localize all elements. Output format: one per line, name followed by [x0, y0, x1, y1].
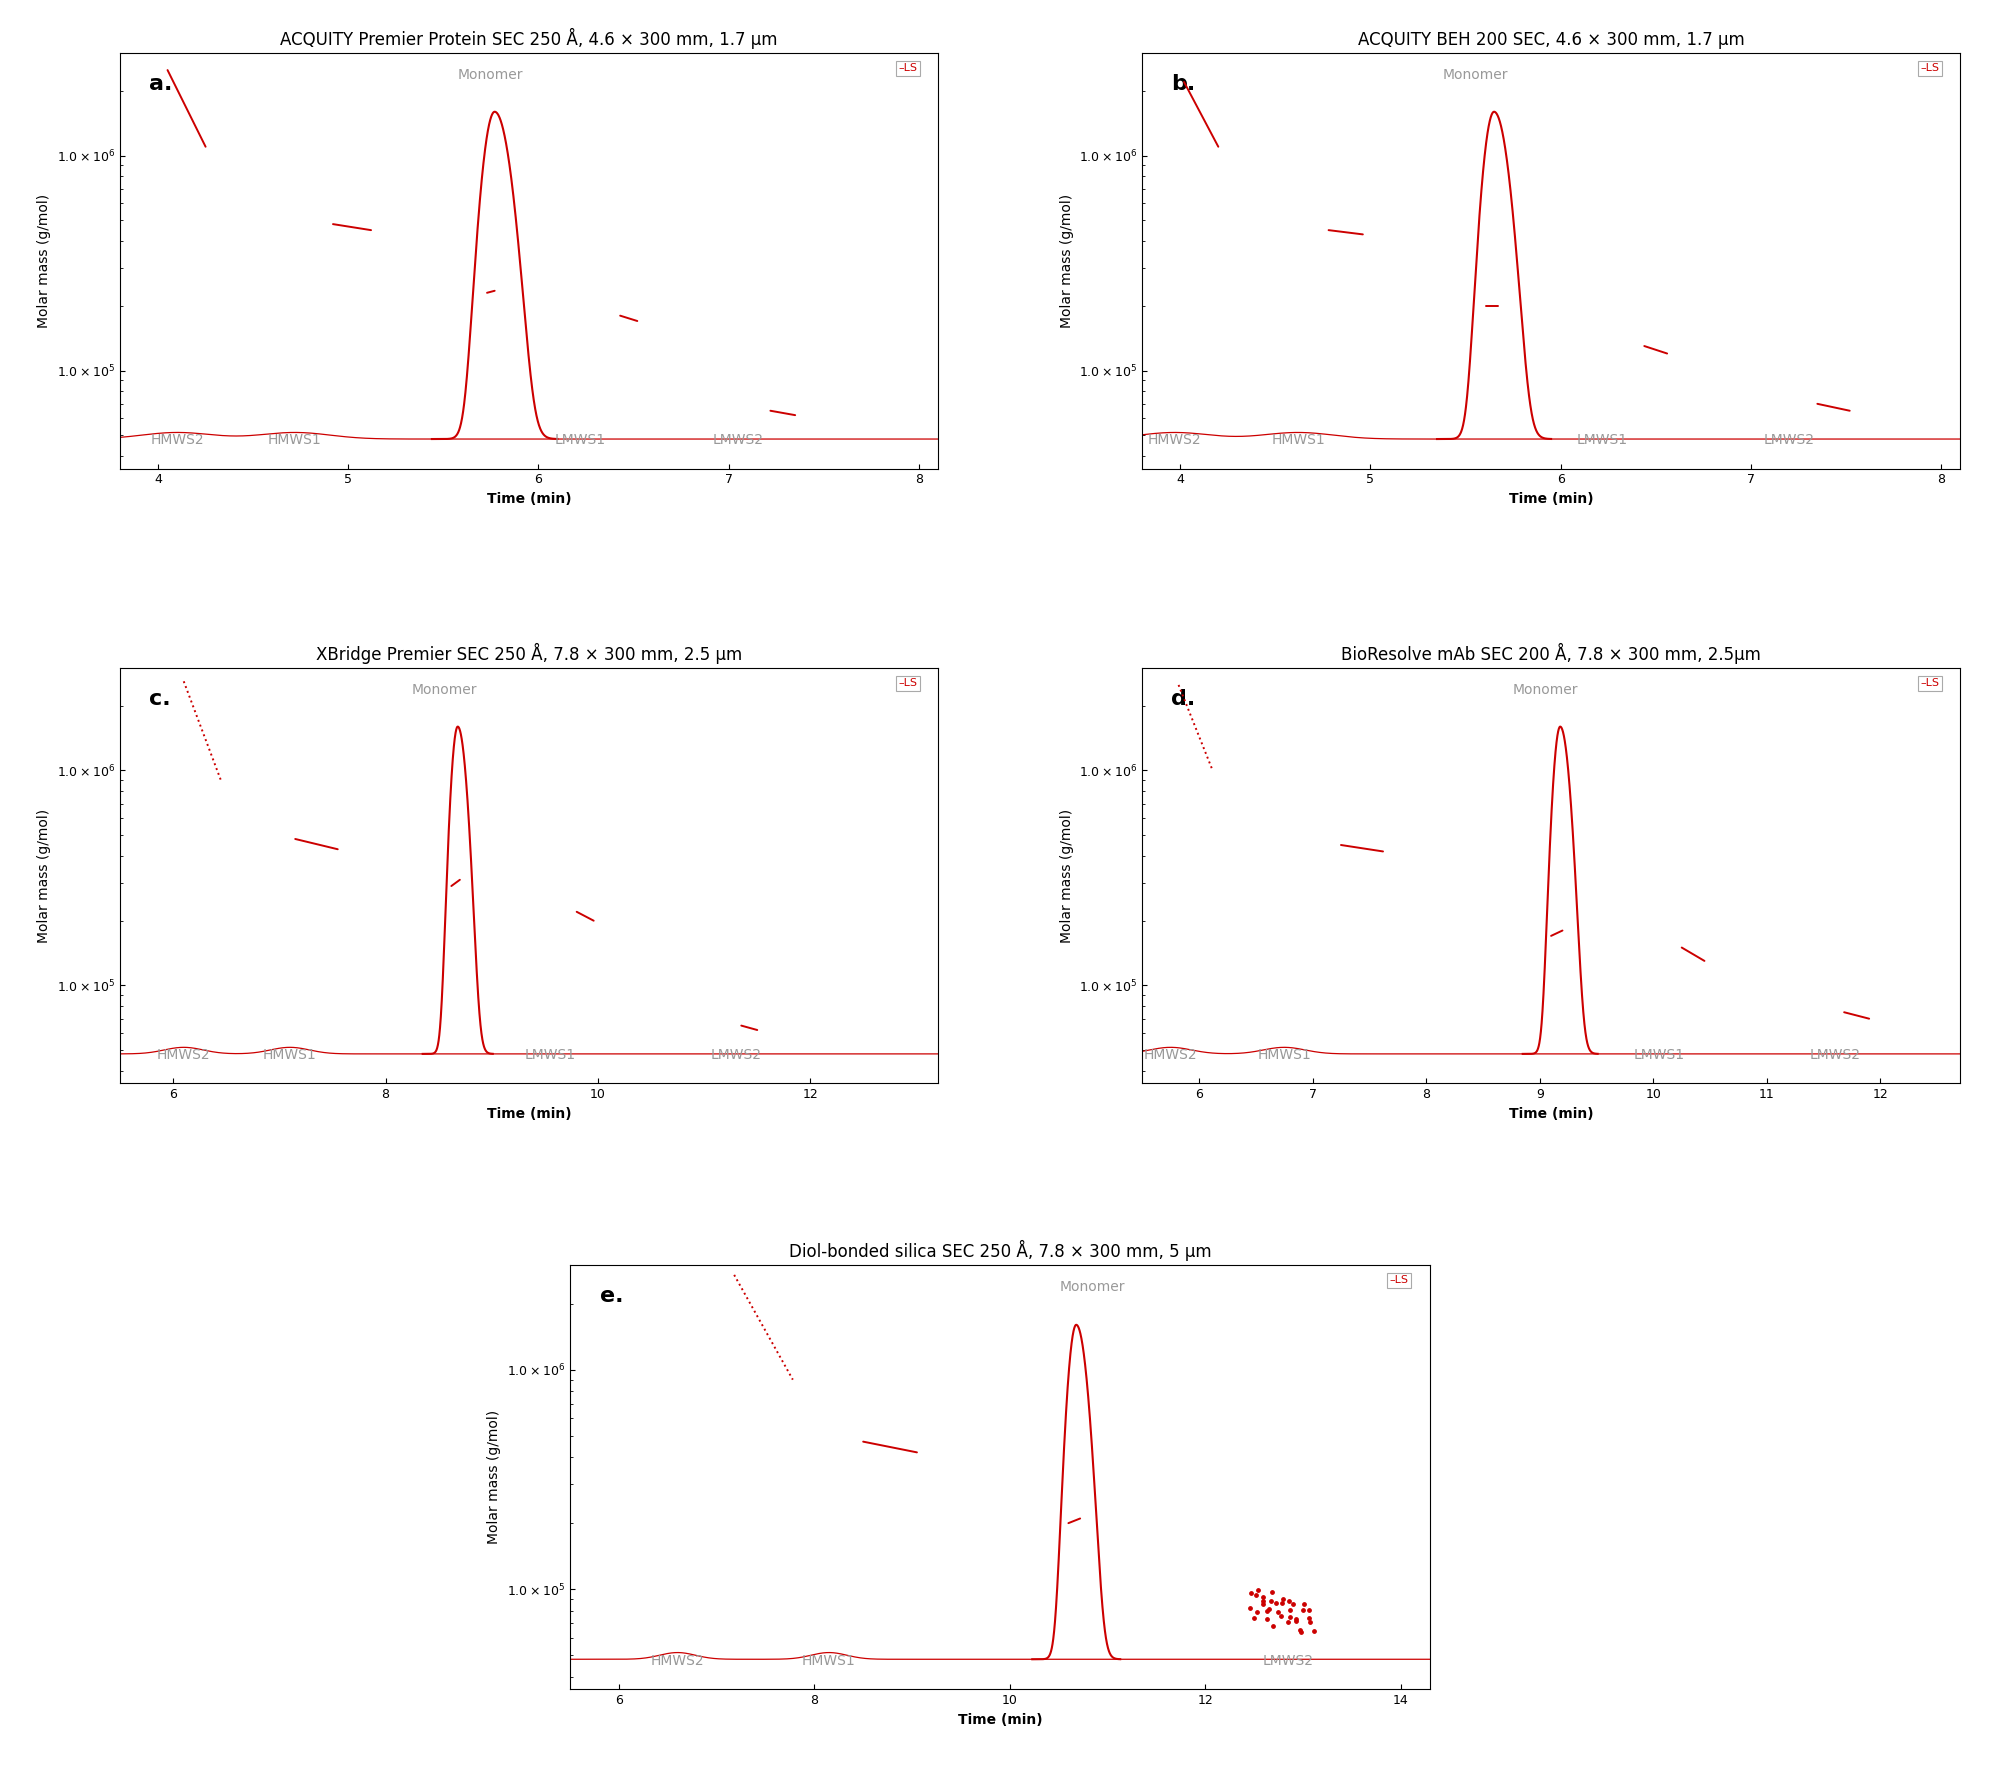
- Text: LMWS2: LMWS2: [712, 433, 764, 448]
- Text: –LS: –LS: [898, 678, 918, 688]
- Point: [1260, 1589, 1292, 1617]
- Text: Monomer: Monomer: [458, 67, 524, 81]
- Text: HMWS2: HMWS2: [156, 1047, 210, 1061]
- Point: [1238, 1604, 1270, 1633]
- Point: [1246, 1583, 1278, 1612]
- Point: [1254, 1594, 1286, 1622]
- Point: [1272, 1608, 1304, 1636]
- Point: [1248, 1587, 1280, 1615]
- Text: –LS: –LS: [1390, 1275, 1408, 1286]
- Text: LMWS2: LMWS2: [1262, 1654, 1314, 1668]
- X-axis label: Time (min): Time (min): [1508, 492, 1594, 506]
- Point: [1292, 1596, 1324, 1624]
- Point: [1288, 1590, 1320, 1619]
- Text: LMWS1: LMWS1: [524, 1047, 576, 1061]
- Text: HMWS2: HMWS2: [1144, 1047, 1198, 1061]
- Text: LMWS2: LMWS2: [1764, 433, 1814, 448]
- Text: LMWS1: LMWS1: [554, 433, 606, 448]
- Title: BioResolve mAb SEC 200 Å, 7.8 × 300 mm, 2.5μm: BioResolve mAb SEC 200 Å, 7.8 × 300 mm, …: [1342, 642, 1762, 663]
- Point: [1298, 1617, 1330, 1645]
- Point: [1286, 1596, 1318, 1624]
- Text: –LS: –LS: [1920, 64, 1940, 74]
- Title: XBridge Premier SEC 250 Å, 7.8 × 300 mm, 2.5 μm: XBridge Premier SEC 250 Å, 7.8 × 300 mm,…: [316, 642, 742, 663]
- Point: [1266, 1585, 1298, 1613]
- Point: [1274, 1603, 1306, 1631]
- Text: Monomer: Monomer: [412, 683, 476, 697]
- Y-axis label: Molar mass (g/mol): Molar mass (g/mol): [1060, 195, 1074, 327]
- Text: e.: e.: [600, 1286, 624, 1306]
- Text: c.: c.: [148, 688, 170, 709]
- Title: ACQUITY Premier Protein SEC 250 Å, 4.6 × 300 mm, 1.7 μm: ACQUITY Premier Protein SEC 250 Å, 4.6 ×…: [280, 28, 778, 50]
- Point: [1252, 1597, 1284, 1626]
- Text: HMWS2: HMWS2: [1148, 433, 1202, 448]
- Point: [1248, 1590, 1280, 1619]
- X-axis label: Time (min): Time (min): [486, 1107, 572, 1122]
- Y-axis label: Molar mass (g/mol): Molar mass (g/mol): [1060, 808, 1074, 943]
- Point: [1280, 1604, 1312, 1633]
- Point: [1234, 1578, 1266, 1606]
- Point: [1242, 1597, 1274, 1626]
- Text: HMWS1: HMWS1: [268, 433, 322, 448]
- Point: [1256, 1578, 1288, 1606]
- Point: [1280, 1606, 1312, 1635]
- Text: a.: a.: [148, 74, 172, 94]
- Text: LMWS1: LMWS1: [1576, 433, 1628, 448]
- Point: [1240, 1581, 1272, 1610]
- Text: Monomer: Monomer: [1060, 1281, 1126, 1295]
- Point: [1284, 1615, 1316, 1643]
- Point: [1266, 1589, 1298, 1617]
- Point: [1272, 1587, 1304, 1615]
- Point: [1294, 1608, 1326, 1636]
- Y-axis label: Molar mass (g/mol): Molar mass (g/mol): [488, 1410, 502, 1544]
- Point: [1266, 1603, 1298, 1631]
- Text: d.: d.: [1170, 688, 1196, 709]
- Point: [1294, 1604, 1326, 1633]
- Text: Monomer: Monomer: [1512, 683, 1578, 697]
- Point: [1262, 1597, 1294, 1626]
- X-axis label: Time (min): Time (min): [958, 1712, 1042, 1727]
- Y-axis label: Molar mass (g/mol): Molar mass (g/mol): [38, 808, 52, 943]
- X-axis label: Time (min): Time (min): [1508, 1107, 1594, 1122]
- Point: [1278, 1589, 1310, 1617]
- Text: LMWS2: LMWS2: [1810, 1047, 1860, 1061]
- X-axis label: Time (min): Time (min): [486, 492, 572, 506]
- Text: HMWS1: HMWS1: [1258, 1047, 1312, 1061]
- Point: [1274, 1596, 1306, 1624]
- Point: [1256, 1612, 1288, 1640]
- Point: [1254, 1587, 1286, 1615]
- Text: HMWS1: HMWS1: [264, 1047, 316, 1061]
- Point: [1234, 1594, 1266, 1622]
- Text: HMWS2: HMWS2: [650, 1654, 704, 1668]
- Title: Diol-bonded silica SEC 250 Å, 7.8 × 300 mm, 5 μm: Diol-bonded silica SEC 250 Å, 7.8 × 300 …: [788, 1240, 1212, 1261]
- Text: –LS: –LS: [898, 64, 918, 74]
- Text: LMWS2: LMWS2: [710, 1047, 762, 1061]
- Text: Monomer: Monomer: [1442, 67, 1508, 81]
- Y-axis label: Molar mass (g/mol): Molar mass (g/mol): [38, 195, 52, 327]
- Point: [1284, 1617, 1316, 1645]
- Title: ACQUITY BEH 200 SEC, 4.6 × 300 mm, 1.7 μm: ACQUITY BEH 200 SEC, 4.6 × 300 mm, 1.7 μ…: [1358, 30, 1744, 50]
- Text: b.: b.: [1170, 74, 1196, 94]
- Text: HMWS2: HMWS2: [150, 433, 204, 448]
- Text: HMWS1: HMWS1: [1272, 433, 1326, 448]
- Text: –LS: –LS: [1920, 678, 1940, 688]
- Text: LMWS1: LMWS1: [1634, 1047, 1684, 1061]
- Text: HMWS1: HMWS1: [802, 1654, 856, 1668]
- Point: [1242, 1576, 1274, 1604]
- Point: [1250, 1604, 1282, 1633]
